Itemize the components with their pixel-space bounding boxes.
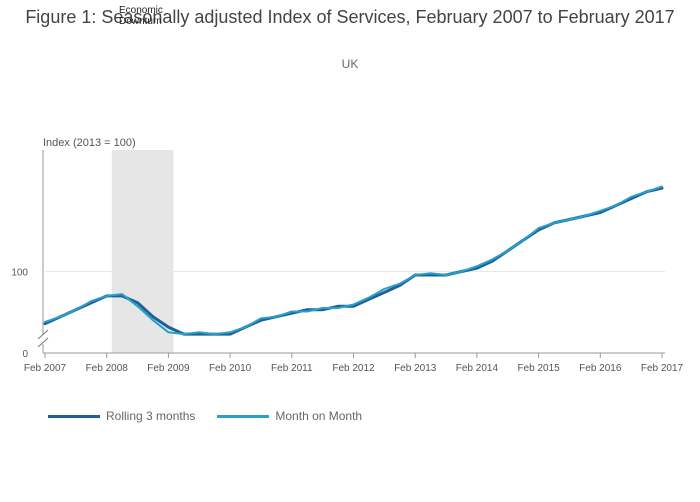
x-tick-label-2: Feb 2009 [147,363,190,374]
x-tick-label-8: Feb 2015 [517,363,560,374]
x-tick-label-3: Feb 2010 [209,363,252,374]
annotation-line-1: Economic [119,5,163,16]
shaded-region [111,150,174,353]
shaded-region-layer [111,150,174,353]
chart-title: Figure 1: Seasonally adjusted Index of S… [25,7,675,27]
legend-swatch-monthly [217,414,270,418]
x-tick-label-5: Feb 2012 [332,363,375,374]
x-tick-label-6: Feb 2013 [394,363,437,374]
chart-subtitle: UK [341,57,359,71]
series-layer [43,185,664,336]
downturn-annotation: Economic Downturn [119,5,163,27]
legend-swatch-rolling [48,414,100,418]
axis-layer: 0 100 Index (2013 = 100) Feb 2007 Feb 2008 Fe… [11,137,683,374]
annotation-line-2: Downturn [119,16,162,27]
axis-break-mark-1 [37,329,49,340]
legend-item-rolling[interactable]: Rolling 3 months [48,409,195,423]
x-tick-label-1: Feb 2008 [86,363,129,374]
axis-break-mark-2 [37,337,49,348]
x-tick-label-4: Feb 2011 [271,363,313,374]
series-line-monthly [44,185,663,336]
x-tick-label-7: Feb 2014 [456,363,499,374]
legend-label-rolling: Rolling 3 months [106,409,196,423]
y-axis-label: Index (2013 = 100) [43,137,136,149]
x-tick-label-9: Feb 2016 [579,363,622,374]
legend: Rolling 3 months Month on Month [48,409,384,423]
legend-label-monthly: Month on Month [275,409,363,423]
y-tick-label-100: 100 [11,268,28,279]
legend-item-monthly[interactable]: Month on Month [217,409,362,423]
x-tick-label-10: Feb 2017 [641,363,684,374]
x-tick-label-0: Feb 2007 [24,363,67,374]
y-tick-label-0: 0 [22,349,28,360]
